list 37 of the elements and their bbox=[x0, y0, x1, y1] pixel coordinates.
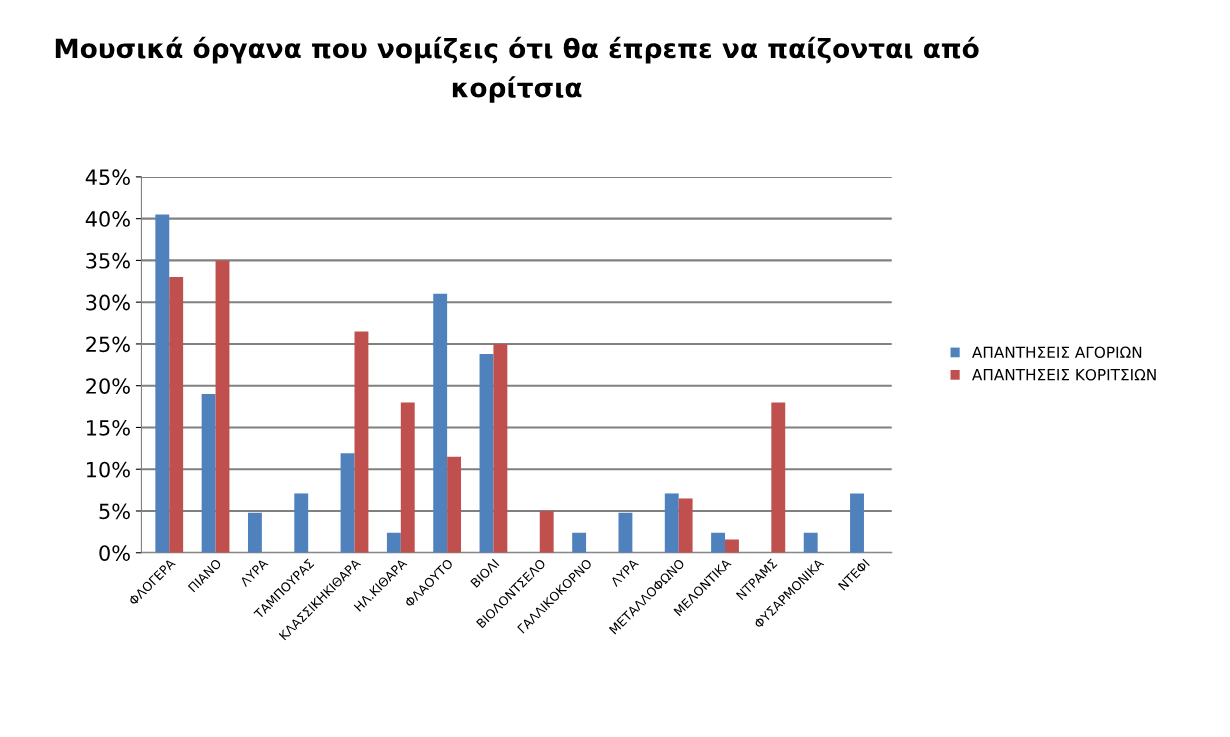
bar bbox=[711, 532, 726, 553]
bar bbox=[447, 456, 462, 553]
bar bbox=[247, 512, 262, 553]
bar bbox=[201, 394, 216, 553]
bar bbox=[479, 353, 494, 553]
y-tick-label: 45% bbox=[85, 169, 130, 186]
y-tick-label: 40% bbox=[85, 211, 130, 227]
bar bbox=[354, 331, 369, 553]
bar bbox=[400, 402, 415, 553]
bar bbox=[493, 343, 508, 553]
bar bbox=[771, 402, 786, 553]
bar bbox=[850, 493, 864, 553]
bar bbox=[539, 510, 554, 553]
y-tick-label: 10% bbox=[87, 461, 130, 478]
bar bbox=[664, 493, 679, 553]
bar bbox=[803, 532, 818, 553]
legend-label: ΑΠΑΝΤΗΣΕΙΣ ΚΟΡΙΤΣΙΩΝ bbox=[972, 368, 1156, 381]
y-tick-label: 35% bbox=[86, 252, 130, 269]
y-tick-label: 25% bbox=[86, 336, 130, 353]
y-tick-label: 5% bbox=[99, 503, 130, 520]
legend-label: ΑΠΑΝΤΗΣΕΙΣ ΑΓΟΡΙΩΝ bbox=[972, 346, 1142, 359]
bar bbox=[572, 532, 587, 553]
bar bbox=[169, 277, 184, 553]
y-tick-label: 20% bbox=[86, 378, 130, 394]
bar bbox=[678, 498, 693, 553]
y-tick-label: 30% bbox=[86, 294, 130, 311]
bar bbox=[215, 260, 230, 553]
bar bbox=[294, 493, 309, 553]
bar bbox=[340, 453, 355, 553]
y-tick-label: 15% bbox=[87, 419, 130, 436]
bar bbox=[155, 214, 170, 553]
bar bbox=[618, 512, 633, 553]
bar bbox=[725, 539, 739, 553]
bar bbox=[433, 293, 448, 553]
y-tick-label: 0% bbox=[99, 545, 130, 561]
bar bbox=[386, 532, 401, 553]
chart-title: Μουσικά όργανα που νομίζεις ότι θα έπρεπε να παίζονται από κορίτσια bbox=[55, 36, 979, 103]
